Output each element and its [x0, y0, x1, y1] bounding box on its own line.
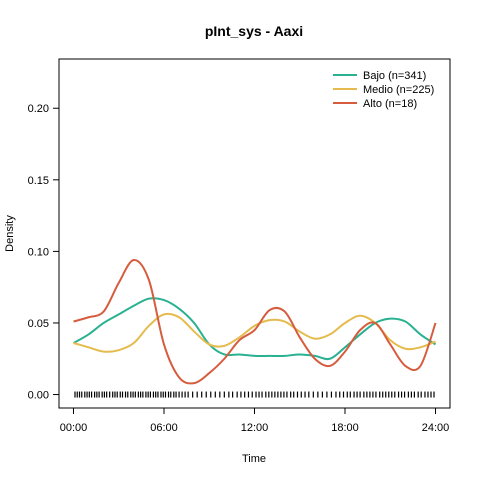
y-axis: 0.00 0.05 0.10 0.15 0.20 [28, 103, 60, 402]
x-tick-label: 18:00 [331, 422, 359, 434]
series-lines [72, 258, 437, 385]
legend-label: Medio (n=225) [363, 84, 434, 96]
legend-label: Bajo (n=341) [363, 70, 426, 82]
y-tick-label: 0.15 [28, 175, 49, 187]
legend-label: Alto (n=18) [363, 98, 417, 110]
x-axis-label: Time [242, 453, 266, 465]
legend: Bajo (n=341) Medio (n=225) Alto (n=18) [333, 70, 434, 110]
y-tick-label: 0.20 [28, 103, 49, 115]
y-tick-label: 0.10 [28, 246, 49, 258]
x-axis: 00:00 06:00 12:00 18:00 24:00 [60, 407, 450, 434]
y-tick-label: 0.05 [28, 318, 49, 330]
x-tick-label: 24:00 [422, 422, 450, 434]
series-line-2 [73, 258, 437, 385]
chart-title: pInt_sys - Aaxi [205, 23, 303, 39]
x-tick-label: 12:00 [241, 422, 269, 434]
x-tick-label: 00:00 [60, 422, 88, 434]
rug-marks [74, 391, 435, 398]
x-tick-label: 06:00 [150, 422, 178, 434]
y-axis-label: Density [4, 215, 16, 252]
y-tick-label: 0.00 [28, 390, 49, 402]
